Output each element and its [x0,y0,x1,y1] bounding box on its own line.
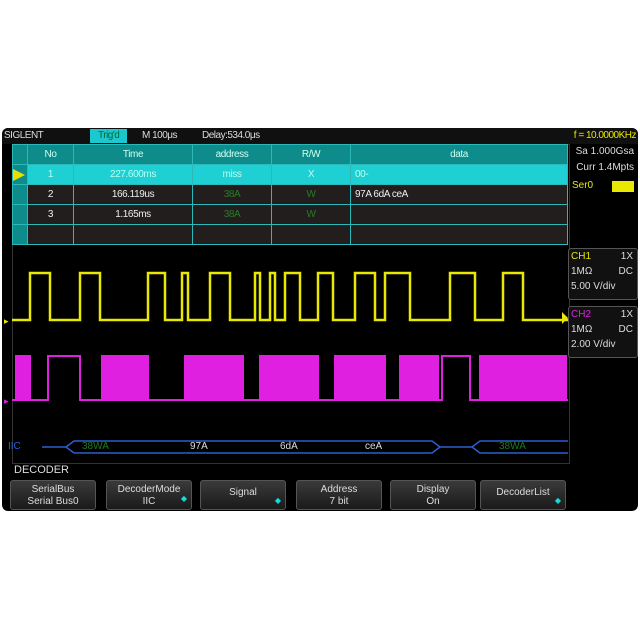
ch1-waveform [12,271,568,322]
col-no: No [27,144,74,165]
serial-bus-label: Ser0 [572,180,594,191]
bus-segment: ceA [365,441,383,452]
ch1-ground-marker-icon[interactable]: ▸ [4,316,9,326]
address-button[interactable]: Address 7 bit [296,480,382,510]
selected-row-arrow-icon [13,169,25,181]
bus-segment: 38WA [82,441,109,452]
ch2-ground-marker-icon[interactable]: ▸ [4,396,9,406]
bus-segment: 6dA [280,441,298,452]
knob-icon: ◆ [554,496,561,505]
ser0-color-swatch [612,181,634,192]
col-time: Time [73,144,193,165]
table-row[interactable]: 3 1.165ms 38A W [12,204,568,225]
trigger-status: Trig'd [90,129,128,143]
sample-rate: Sa 1.000Gsa [575,146,634,157]
bus-decode-trace [42,440,568,454]
ch2-waveform [12,355,568,401]
trigger-delay[interactable]: Delay:534.0μs [202,130,260,141]
col-address: address [192,144,272,165]
ch2-info[interactable]: CH2 1X 1MΩ DC 2.00 V/div [568,306,638,358]
decode-list-table: No Time address R/W data 1 227.600ms miss… [12,144,568,245]
knob-icon: ◆ [180,494,187,503]
signal-button[interactable]: Signal ◆ [200,480,286,510]
bus-segment: 38WA [499,441,526,452]
memory-depth: Curr 1.4Mpts [576,162,634,173]
col-data: data [350,144,568,165]
menu-title: DECODER [14,464,70,476]
knob-icon: ◆ [274,496,281,505]
decoder-mode-button[interactable]: DecoderMode IIC ◆ [106,480,192,510]
frequency-counter: f = 10.0000KHz [573,130,637,141]
table-row [12,224,568,245]
decoder-list-button[interactable]: DecoderList ◆ [480,480,566,510]
table-row[interactable]: 1 227.600ms miss X 00- [12,164,568,185]
col-rw: R/W [271,144,351,165]
table-row[interactable]: 2 166.119us 38A W 97A 6dA ceA [12,184,568,205]
serialbus-button[interactable]: SerialBus Serial Bus0 [10,480,96,510]
ch1-info[interactable]: CH1 1X 1MΩ DC 5.00 V/div [568,248,638,300]
brand-logo: SIGLENT [4,130,44,141]
bus-segment: 97A [190,441,208,452]
display-button[interactable]: Display On [390,480,476,510]
timebase[interactable]: M 100μs [142,130,178,141]
oscilloscope-screen: SIGLENT Trig'd M 100μs Delay:534.0μs f =… [2,128,638,511]
trigger-level-marker-icon[interactable] [562,312,568,324]
bus-label: IIC [8,441,21,452]
waveform-area: ▸▸ [4,271,568,454]
status-bar: SIGLENT Trig'd M 100μs Delay:534.0μs f =… [2,128,638,144]
